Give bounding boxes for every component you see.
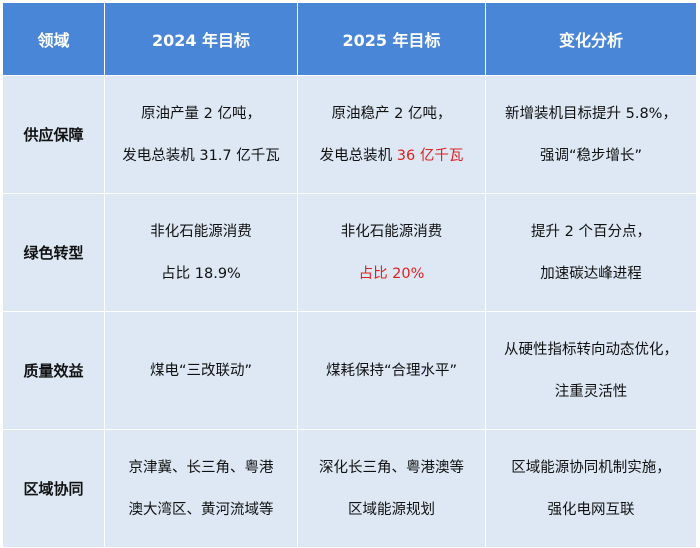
table-row: 供应保障 原油产量 2 亿吨， 发电总装机 31.7 亿千瓦 原油稳产 2 亿吨…: [2, 75, 697, 194]
cell-line: 澳大湾区、黄河流域等: [128, 501, 274, 518]
cell-line: 提升 2 个百分点，: [531, 223, 651, 240]
cell-line: 深化长三角、粤港澳等: [319, 459, 464, 476]
cell-2024-supply: 原油产量 2 亿吨， 发电总装机 31.7 亿千瓦: [104, 75, 298, 194]
row-domain-regional: 区域协同: [2, 429, 105, 548]
table-row: 绿色转型 非化石能源消费 占比 18.9% 非化石能源消费 占比 20% 提升 …: [2, 193, 697, 312]
cell-line: 发电总装机 31.7 亿千瓦: [122, 147, 280, 164]
cell-line: 煤耗保持“合理水平”: [325, 362, 458, 379]
cell-2025-green: 非化石能源消费 占比 20%: [297, 193, 486, 312]
cell-line: 原油产量 2 亿吨，: [141, 105, 261, 122]
cell-line: 非化石能源消费: [150, 223, 252, 240]
cell-line: 京津冀、长三角、粤港: [128, 459, 274, 476]
cell-line: 煤电“三改联动”: [149, 362, 253, 379]
cell-change-quality: 从硬性指标转向动态优化， 注重灵活性: [485, 311, 697, 430]
cell-line: 强化电网互联: [547, 501, 635, 518]
table-row: 质量效益 煤电“三改联动” 煤耗保持“合理水平” 从硬性指标转向动态优化， 注重…: [2, 311, 697, 430]
cell-2025-regional: 深化长三角、粤港澳等 区域能源规划: [297, 429, 486, 548]
header-2025-target: 2025 年目标: [297, 2, 486, 76]
cell-line: 占比 18.9%: [161, 265, 241, 282]
cell-2024-regional: 京津冀、长三角、粤港 澳大湾区、黄河流域等: [104, 429, 298, 548]
cell-text: 发电总装机: [319, 147, 397, 164]
cell-line: 原油稳产 2 亿吨，: [331, 105, 452, 122]
header-change-analysis: 变化分析: [485, 2, 697, 76]
highlight-text: 占比 20%: [358, 265, 425, 282]
cell-change-regional: 区域能源协同机制实施， 强化电网互联: [485, 429, 697, 548]
header-domain: 领域: [2, 2, 105, 76]
cell-change-supply: 新增装机目标提升 5.8%， 强调“稳步增长”: [485, 75, 697, 194]
row-domain-supply: 供应保障: [2, 75, 105, 194]
highlight-text: 36 亿千瓦: [396, 147, 464, 164]
cell-line: 强调“稳步增长”: [539, 147, 643, 164]
cell-line: 非化石能源消费: [340, 223, 443, 240]
cell-2024-quality: 煤电“三改联动”: [104, 311, 298, 430]
row-domain-green: 绿色转型: [2, 193, 105, 312]
row-domain-quality: 质量效益: [2, 311, 105, 430]
cell-line: 从硬性指标转向动态优化，: [504, 341, 678, 358]
cell-line: 区域能源规划: [348, 501, 435, 518]
cell-line: 新增装机目标提升 5.8%，: [505, 105, 677, 122]
cell-line: 注重灵活性: [554, 383, 628, 400]
table-row: 区域协同 京津冀、长三角、粤港 澳大湾区、黄河流域等 深化长三角、粤港澳等 区域…: [2, 429, 697, 548]
cell-2025-supply: 原油稳产 2 亿吨， 发电总装机 36 亿千瓦: [297, 75, 486, 194]
cell-line: 加速碳达峰进程: [540, 265, 642, 282]
cell-change-green: 提升 2 个百分点， 加速碳达峰进程: [485, 193, 697, 312]
cell-2024-green: 非化石能源消费 占比 18.9%: [104, 193, 298, 312]
cell-line: 发电总装机 36 亿千瓦: [299, 146, 484, 166]
cell-line: 区域能源协同机制实施，: [511, 459, 671, 476]
header-2024-target: 2024 年目标: [104, 2, 298, 76]
header-row: 领域 2024 年目标 2025 年目标 变化分析: [2, 2, 697, 76]
cell-2025-quality: 煤耗保持“合理水平”: [297, 311, 486, 430]
